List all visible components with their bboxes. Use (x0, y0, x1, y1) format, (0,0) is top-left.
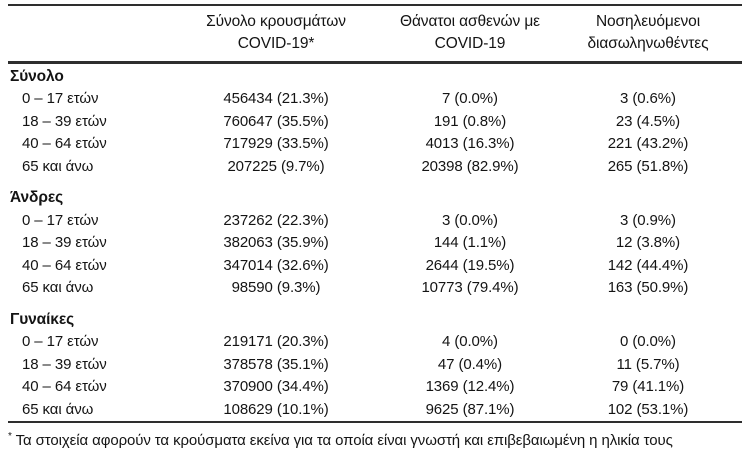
cases-value: 370900 (34.4%) (223, 378, 329, 395)
age-label: 65 και άνω (22, 279, 94, 296)
deaths-value: 10773 (79.4%) (421, 279, 519, 296)
deaths-value: 9625 (87.1%) (425, 400, 515, 418)
cases-value: 237262 (22.3%) (223, 211, 329, 229)
table-row: 65 και άνω 98590 (9.3%) 10773 (79.4%) 16… (8, 277, 742, 300)
header-intubated-column: Νοσηλευόμενοι διασωληνωθέντες (571, 11, 742, 55)
header-cases-line2: COVID-19* (237, 35, 315, 52)
cases-value: 382063 (35.9%) (223, 234, 329, 251)
header-deaths-line1: Θάνατοι ασθενών με (399, 13, 540, 30)
deaths-value: 4 (0.0%) (442, 333, 498, 350)
table-row: 18 – 39 ετών 760647 (35.5%) 191 (0.8%) 2… (8, 111, 742, 134)
header-cases-line1: Σύνολο κρουσμάτων (206, 13, 346, 30)
header-intubated-line2: διασωληνωθέντες (587, 35, 709, 52)
deaths-value: 4013 (16.3%) (425, 135, 515, 152)
table-row: 40 – 64 ετών 717929 (33.5%) 4013 (16.3%)… (8, 133, 742, 156)
intubated-value: 102 (53.1%) (607, 400, 689, 418)
cases-value: 378578 (35.1%) (223, 355, 329, 373)
age-label: 65 και άνω (22, 157, 94, 175)
header-deaths-column: Θάνατοι ασθενών με COVID-19 (369, 11, 571, 55)
header-intubated-line1: Νοσηλευόμενοι (595, 13, 701, 30)
deaths-value: 1369 (12.4%) (425, 378, 515, 395)
table-row: 65 και άνω 207225 (9.7%) 20398 (82.9%) 2… (8, 156, 742, 179)
table-row: 65 και άνω 108629 (10.1%) 9625 (87.1%) 1… (8, 399, 742, 422)
intubated-value: 79 (41.1%) (611, 378, 685, 395)
age-label: 18 – 39 ετών (22, 112, 107, 130)
top-rule (8, 4, 742, 6)
age-label: 65 και άνω (22, 400, 94, 418)
table-row: 0 – 17 ετών 456434 (21.3%) 7 (0.0%) 3 (0… (8, 88, 742, 111)
section-label-men: Άνδρες (10, 189, 64, 206)
cases-value: 98590 (9.3%) (231, 279, 321, 296)
age-label: 18 – 39 ετών (22, 355, 107, 373)
table-header-row: Σύνολο κρουσμάτων COVID-19* Θάνατοι ασθε… (8, 6, 742, 61)
intubated-value: 3 (0.9%) (620, 211, 676, 229)
deaths-value: 20398 (82.9%) (421, 157, 519, 175)
cases-value: 760647 (35.5%) (223, 112, 329, 130)
section-label-women: Γυναίκες (10, 310, 75, 328)
intubated-value: 142 (44.4%) (607, 256, 689, 274)
intubated-value: 221 (43.2%) (607, 135, 689, 152)
intubated-value: 163 (50.9%) (607, 279, 689, 296)
intubated-value: 12 (3.8%) (615, 234, 681, 251)
table-row: 18 – 39 ετών 382063 (35.9%) 144 (1.1%) 1… (8, 232, 742, 255)
age-label: 40 – 64 ετών (22, 256, 107, 274)
cases-value: 207225 (9.7%) (227, 157, 325, 175)
intubated-value: 23 (4.5%) (615, 112, 681, 130)
table-row: 40 – 64 ετών 370900 (34.4%) 1369 (12.4%)… (8, 376, 742, 399)
intubated-value: 11 (5.7%) (616, 355, 680, 373)
cases-value: 219171 (20.3%) (223, 333, 329, 350)
header-divider-rule (8, 61, 742, 64)
deaths-value: 144 (1.1%) (433, 234, 507, 251)
intubated-value: 3 (0.6%) (620, 90, 676, 107)
deaths-value: 191 (0.8%) (433, 112, 507, 130)
section-label-total: Σύνολο (10, 67, 64, 85)
table-body: Σύνολο 0 – 17 ετών 456434 (21.3%) 7 (0.0… (8, 64, 742, 422)
intubated-value: 0 (0.0%) (620, 333, 676, 350)
deaths-value: 7 (0.0%) (442, 90, 498, 107)
header-deaths-line2: COVID-19 (434, 35, 506, 52)
intubated-value: 265 (51.8%) (607, 157, 689, 175)
age-label: 40 – 64 ετών (22, 135, 107, 152)
age-label: 0 – 17 ετών (22, 211, 99, 229)
cases-value: 717929 (33.5%) (223, 135, 329, 152)
footnote-text: Τα στοιχεία αφορούν τα κρούσματα εκείνα … (15, 432, 673, 449)
cases-value: 108629 (10.1%) (223, 400, 329, 418)
cases-value: 456434 (21.3%) (223, 90, 329, 107)
age-label: 0 – 17 ετών (22, 90, 99, 107)
cases-value: 347014 (32.6%) (223, 256, 329, 274)
table-row: 0 – 17 ετών 237262 (22.3%) 3 (0.0%) 3 (0… (8, 210, 742, 233)
covid-age-statistics-table: Σύνολο κρουσμάτων COVID-19* Θάνατοι ασθε… (8, 4, 742, 449)
table-row: 0 – 17 ετών 219171 (20.3%) 4 (0.0%) 0 (0… (8, 331, 742, 354)
table-row: 18 – 39 ετών 378578 (35.1%) 47 (0.4%) 11… (8, 354, 742, 377)
footer-divider-rule (8, 421, 742, 423)
age-label: 40 – 64 ετών (22, 378, 107, 395)
deaths-value: 2644 (19.5%) (425, 256, 515, 274)
table-row: 40 – 64 ετών 347014 (32.6%) 2644 (19.5%)… (8, 255, 742, 278)
footnote-asterisk: * (8, 431, 12, 442)
deaths-value: 47 (0.4%) (437, 355, 503, 373)
age-label: 0 – 17 ετών (22, 333, 99, 350)
age-label: 18 – 39 ετών (22, 234, 107, 251)
header-cases-column: Σύνολο κρουσμάτων COVID-19* (183, 11, 369, 55)
deaths-value: 3 (0.0%) (442, 211, 498, 229)
footnote: * Τα στοιχεία αφορούν τα κρούσματα εκείν… (8, 423, 742, 449)
